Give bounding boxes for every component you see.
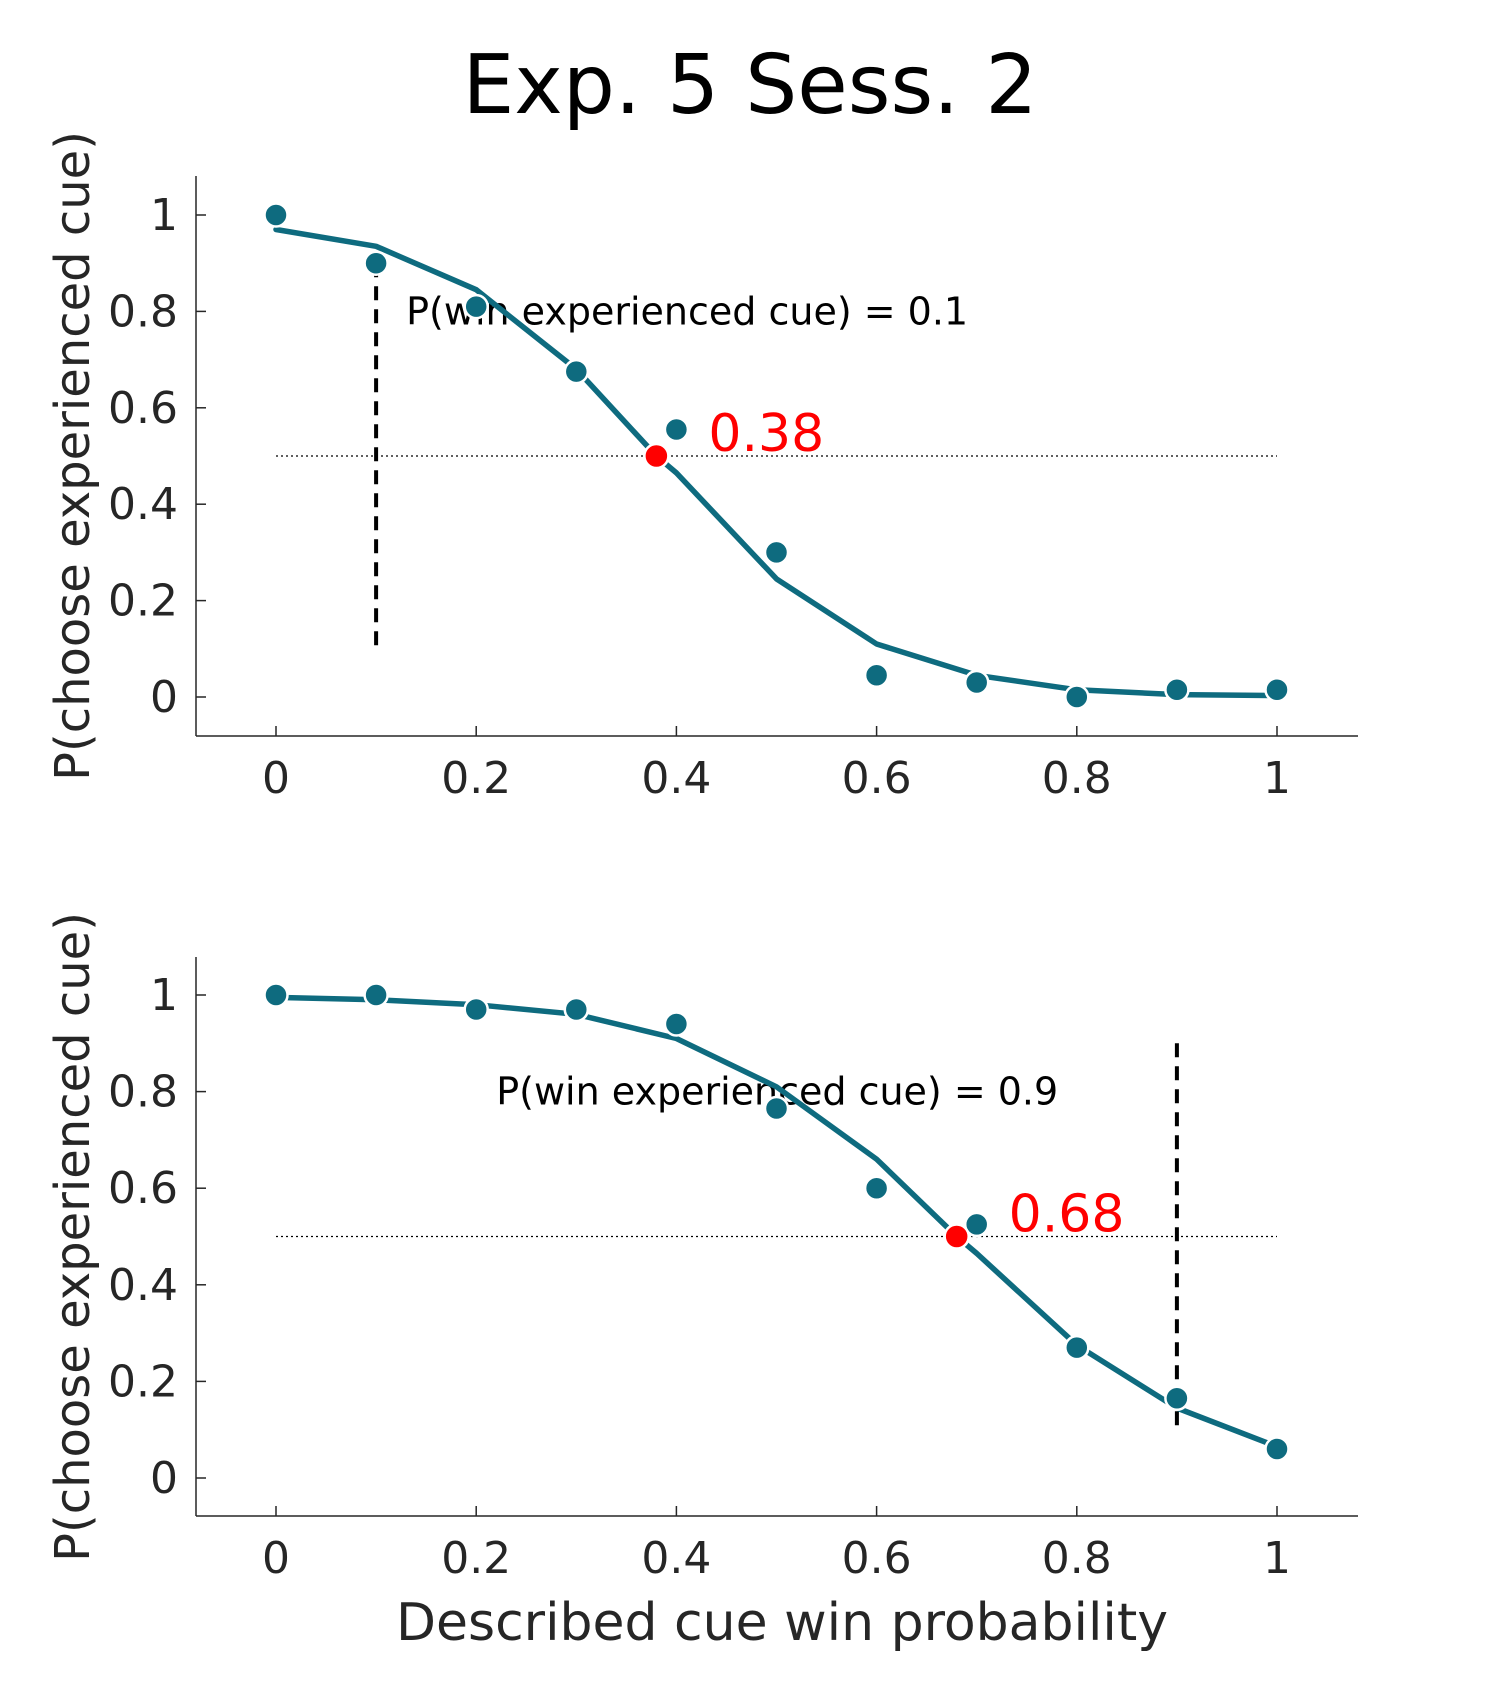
panel-top: 0 0.2 0.4 0.6 0.8 1 0 0.2 0.4 0.6 0.8 1 P(choose exp…: [45, 131, 1358, 804]
threshold-label: 0.68: [1009, 1185, 1125, 1245]
data-point: [1264, 1436, 1290, 1462]
data-point: [863, 662, 890, 689]
data-point: [263, 202, 289, 228]
x-tick-label: 1: [1263, 1533, 1291, 1584]
data-point: [563, 358, 590, 385]
y-tick-label: 0.6: [108, 383, 178, 434]
y-axis-label: P(choose experienced cue): [45, 131, 101, 781]
data-point: [1264, 677, 1290, 703]
data-point: [263, 982, 289, 1008]
x-tick-label: 0.8: [1042, 753, 1112, 804]
x-axis-label: Described cue win probability: [396, 1593, 1168, 1653]
data-point: [663, 416, 690, 443]
x-tick-label: 0.6: [842, 753, 912, 804]
threshold-point: [643, 442, 670, 470]
y-tick-label: 0: [150, 672, 178, 723]
data-point: [563, 996, 590, 1023]
y-tick-label: 0.8: [108, 1067, 178, 1118]
x-tick-label: 0: [262, 1533, 290, 1584]
threshold-point: [943, 1223, 970, 1250]
x-tick-label: 0.2: [441, 753, 511, 804]
y-tick-label: 0.6: [108, 1163, 178, 1214]
y-tick-label: 0.4: [108, 479, 178, 530]
y-axis-label: P(choose experienced cue): [45, 912, 101, 1562]
data-point: [963, 1211, 990, 1238]
y-tick-label: 0.8: [108, 286, 178, 337]
y-tick-label: 0.2: [108, 1356, 178, 1407]
data-point: [1064, 1334, 1090, 1361]
x-tick-label: 0.2: [441, 1533, 511, 1584]
panel-bottom: 0 0.2 0.4 0.6 0.8 1 0 0.2 0.4 0.6 0.8 1 P(choose exp…: [45, 912, 1358, 1653]
data-point: [463, 996, 489, 1023]
data-point: [963, 669, 990, 696]
x-tick-label: 0.4: [641, 1533, 711, 1584]
y-tick-label: 0.4: [108, 1260, 178, 1311]
data-point: [863, 1175, 890, 1201]
x-tick-label: 0.4: [641, 753, 711, 804]
x-tick-label: 0.8: [1042, 1533, 1112, 1584]
data-point: [1064, 684, 1090, 710]
y-tick-label: 1: [150, 970, 178, 1021]
y-tick-label: 0: [150, 1453, 178, 1504]
data-point: [1164, 1385, 1190, 1412]
figure-title: Exp. 5 Sess. 2: [462, 38, 1037, 133]
data-point: [1164, 677, 1190, 703]
y-tick-label: 1: [150, 190, 178, 241]
data-point: [363, 982, 389, 1008]
x-tick-label: 0.6: [842, 1533, 912, 1584]
threshold-label: 0.38: [708, 404, 824, 464]
data-point: [463, 293, 489, 320]
x-tick-label: 1: [1263, 753, 1291, 804]
fit-line: [273, 226, 1280, 699]
data-point: [363, 250, 389, 276]
annotation-text: P(win experienced cue) = 0.1: [406, 289, 968, 333]
data-point: [663, 1011, 690, 1037]
x-tick-label: 0: [262, 753, 290, 804]
y-tick-label: 0.2: [108, 576, 178, 627]
data-point: [763, 1095, 790, 1122]
data-point: [763, 539, 790, 566]
fit-line: [273, 994, 1280, 1450]
